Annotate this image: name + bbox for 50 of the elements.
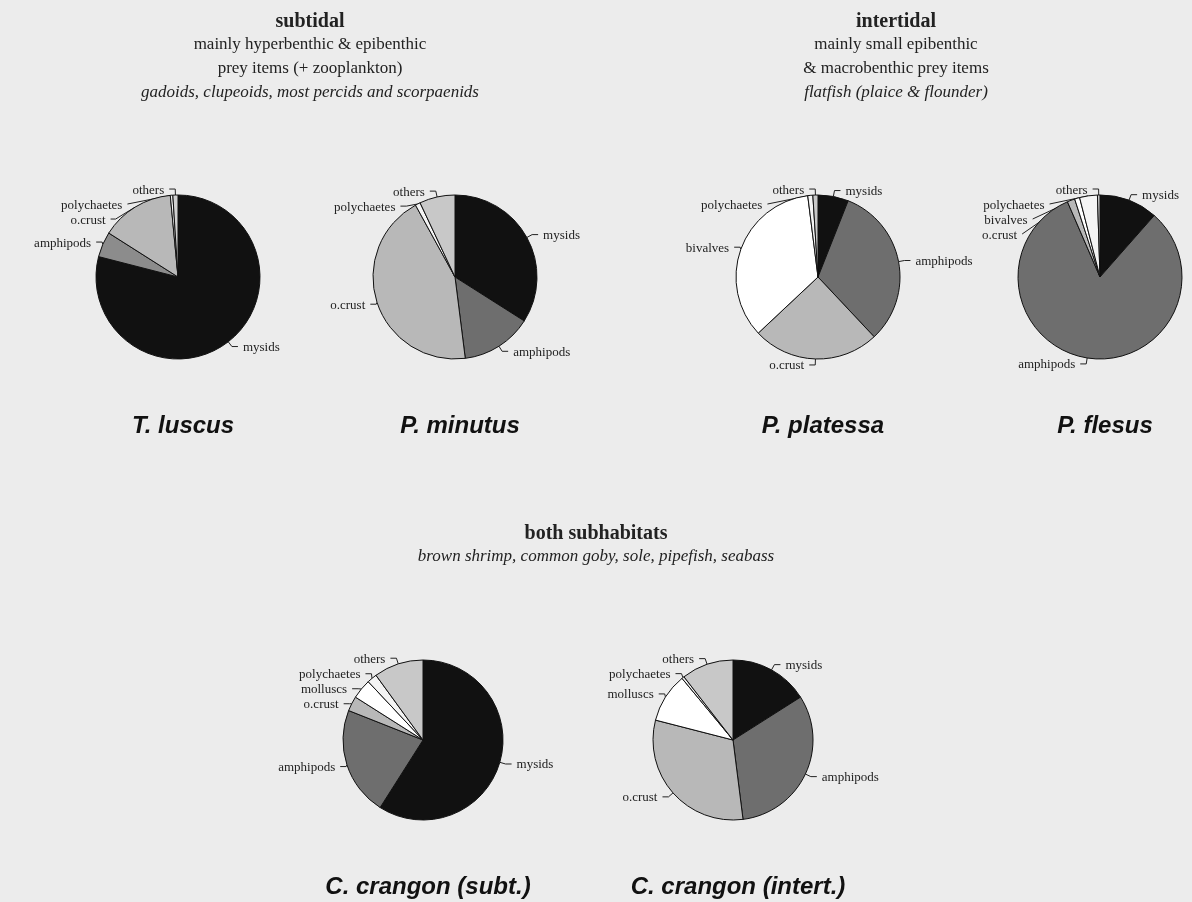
text: flatfish (plaice & flounder) bbox=[803, 81, 989, 103]
slice-label: mysids bbox=[516, 756, 554, 772]
slice-label: others bbox=[772, 181, 805, 197]
text: T. luscus bbox=[131, 410, 235, 438]
text: brown shrimp, common goby, sole, pipefish, seabass bbox=[416, 545, 776, 567]
text: mainly hyperbenthic & epibenthic bbox=[192, 33, 428, 55]
slice-label: polychaetes bbox=[61, 196, 123, 212]
slice-label: mysids bbox=[1142, 187, 1179, 203]
slice-label: molluscs bbox=[300, 681, 348, 697]
text: subtidal bbox=[274, 8, 346, 32]
slice-label: o.crust bbox=[303, 696, 340, 712]
slice-label: bivalves bbox=[984, 211, 1028, 227]
slice-label: mysids bbox=[242, 339, 280, 355]
text: P. flesus bbox=[1057, 410, 1153, 438]
slice-label: others bbox=[132, 181, 165, 197]
slice-label: others bbox=[1055, 181, 1088, 197]
text: P. minutus bbox=[400, 410, 520, 438]
slice-label: amphipods bbox=[278, 759, 336, 775]
slice-label: polychaetes bbox=[299, 666, 361, 682]
slice-label: amphipods bbox=[1018, 356, 1076, 372]
text: C. crangon (subt.) bbox=[325, 871, 531, 899]
text: prey items (+ zooplankton) bbox=[216, 57, 404, 79]
slice-label: mysids bbox=[845, 183, 883, 199]
text: mainly small epibenthic bbox=[813, 33, 979, 55]
slice-label: others bbox=[353, 650, 386, 666]
slice-label: amphipods bbox=[34, 234, 92, 250]
slice-label: mysids bbox=[785, 657, 823, 673]
text: gadoids, clupeoids, most percids and scorpaenids bbox=[140, 81, 480, 103]
slice-label: bivalves bbox=[685, 239, 730, 255]
slice-label: amphipods bbox=[513, 343, 571, 359]
slice-label: polychaetes bbox=[983, 196, 1045, 212]
text: P. platessa bbox=[761, 410, 885, 438]
text: both subhabitats bbox=[523, 520, 669, 544]
slice-label: o.crust bbox=[769, 357, 805, 373]
slice-label: others bbox=[662, 651, 695, 667]
slice-label: amphipods bbox=[915, 253, 973, 269]
slice-label: o.crust bbox=[982, 226, 1018, 242]
slice-label: molluscs bbox=[607, 686, 654, 702]
slice-label: polychaetes bbox=[334, 198, 396, 214]
text: intertidal bbox=[855, 8, 937, 32]
slice-label: amphipods bbox=[821, 769, 879, 785]
slice-label: mysids bbox=[543, 227, 580, 243]
slice-label: o.crust bbox=[622, 789, 658, 805]
slice-label: others bbox=[393, 183, 425, 199]
slice-label: o.crust bbox=[330, 296, 366, 312]
slice-label: o.crust bbox=[70, 211, 106, 227]
slice-label: polychaetes bbox=[609, 666, 671, 682]
text: C. crangon (intert.) bbox=[630, 871, 846, 899]
slice-label: polychaetes bbox=[701, 196, 763, 212]
text: & macrobenthic prey items bbox=[802, 57, 990, 79]
